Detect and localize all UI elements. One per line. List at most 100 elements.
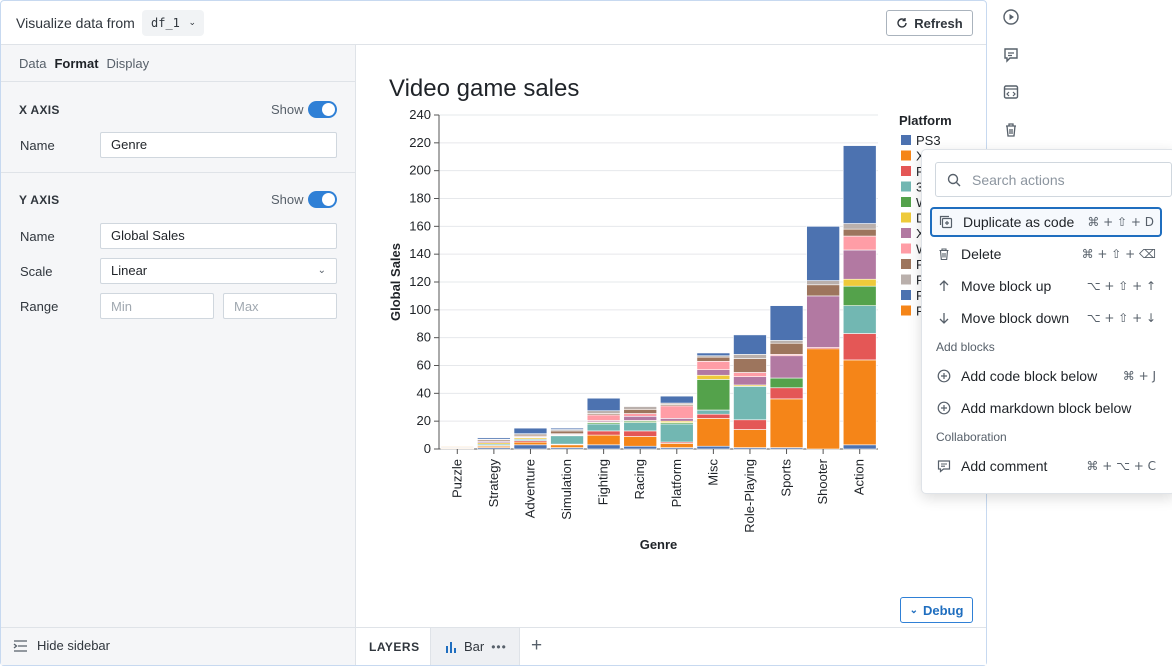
y-axis-show-toggle[interactable] bbox=[308, 191, 337, 208]
legend-swatch bbox=[901, 305, 911, 316]
collapse-sidebar-icon bbox=[13, 639, 27, 652]
y-axis-name-label: Name bbox=[20, 229, 55, 244]
y-axis-section: Y AXIS Show Name Global Sales Scale Line… bbox=[1, 173, 355, 373]
legend-swatch bbox=[901, 274, 911, 285]
bar-segment bbox=[623, 422, 657, 432]
y-axis-name-input[interactable]: Global Sales bbox=[100, 223, 337, 249]
y-tick-label: 160 bbox=[409, 218, 431, 233]
bar-segment bbox=[733, 334, 767, 355]
bar-segment bbox=[660, 443, 694, 448]
range-min-input[interactable] bbox=[100, 293, 214, 319]
bar-segment bbox=[696, 352, 731, 357]
trash-icon bbox=[939, 248, 949, 261]
bar-segment bbox=[623, 409, 657, 414]
menu-move-block-up[interactable]: Move block up ⌥ + ⇧ + ↑ bbox=[930, 271, 1162, 301]
bar-segment bbox=[806, 226, 840, 281]
legend-label: P bbox=[916, 304, 925, 319]
legend-swatch bbox=[901, 197, 911, 207]
menu-add-comment[interactable]: Add comment ⌘ + ⌥ + C bbox=[930, 451, 1162, 481]
y-tick-label: 120 bbox=[409, 274, 431, 289]
bar-segment bbox=[806, 280, 840, 286]
bar-segment bbox=[733, 358, 767, 373]
bar-segment bbox=[842, 145, 877, 224]
refresh-button[interactable]: Refresh bbox=[886, 10, 973, 36]
bar-segment bbox=[623, 406, 657, 410]
bar-segment bbox=[733, 419, 767, 430]
legend-label: PS3 bbox=[916, 133, 941, 148]
legend-label: P bbox=[916, 257, 925, 272]
x-tick-label: Misc bbox=[705, 459, 720, 486]
search-actions-input[interactable]: Search actions bbox=[935, 162, 1172, 197]
add-layer-icon[interactable]: + bbox=[531, 635, 543, 656]
bar-segment bbox=[586, 410, 621, 414]
bar-segment bbox=[660, 405, 694, 419]
tab-format[interactable]: Format bbox=[54, 55, 99, 71]
bar-segment bbox=[477, 437, 511, 440]
menu-add-code-block[interactable]: Add code block below ⌘ + J bbox=[930, 361, 1162, 391]
menu-item-shortcut: ⌥ + ⇧ + ↑ bbox=[1086, 279, 1156, 293]
bar-segment bbox=[586, 430, 621, 436]
trash-icon[interactable] bbox=[1002, 121, 1020, 139]
bar-segment bbox=[842, 223, 877, 230]
y-axis-range-label: Range bbox=[20, 299, 59, 314]
bar-segment bbox=[769, 340, 804, 344]
menu-delete[interactable]: Delete ⌘ + ⇧ + ⌫ bbox=[930, 239, 1162, 269]
chevron-down-icon: ⌄ bbox=[909, 604, 918, 616]
x-axis-title: X AXIS bbox=[19, 103, 60, 117]
bar-segment bbox=[623, 415, 657, 421]
legend-title: Platform bbox=[899, 113, 952, 128]
x-axis-name-input[interactable]: Genre bbox=[100, 132, 337, 158]
bar-segment bbox=[769, 387, 804, 400]
menu-item-label: Duplicate as code bbox=[963, 214, 1075, 230]
x-tick-label: Adventure bbox=[522, 459, 537, 518]
tab-data[interactable]: Data bbox=[19, 55, 47, 71]
bar-segment bbox=[550, 435, 584, 445]
tab-display[interactable]: Display bbox=[106, 55, 150, 71]
bar-segment bbox=[842, 285, 877, 306]
code-block-icon[interactable] bbox=[1002, 83, 1020, 101]
plus-circle-icon bbox=[937, 369, 951, 383]
bar-segment bbox=[660, 395, 694, 404]
layer-tab-bar[interactable]: Bar ••• bbox=[430, 628, 520, 665]
bar-segment bbox=[660, 423, 694, 443]
menu-item-label: Move block down bbox=[961, 310, 1070, 326]
legend-label: X bbox=[916, 149, 925, 164]
bar-segment bbox=[806, 295, 840, 348]
bar-segment bbox=[733, 354, 767, 359]
y-tick-label: 20 bbox=[417, 413, 431, 428]
bar-segment bbox=[769, 398, 804, 448]
search-icon bbox=[947, 173, 961, 187]
legend-swatch bbox=[901, 243, 911, 254]
arrow-down-icon bbox=[939, 313, 949, 324]
bar-segment bbox=[586, 397, 621, 412]
hide-sidebar-label: Hide sidebar bbox=[37, 638, 110, 653]
bar-segment bbox=[842, 249, 877, 280]
legend-label: P bbox=[916, 273, 925, 288]
x-tick-label: Strategy bbox=[486, 459, 501, 508]
sidebar-tabs: Data Format Display bbox=[1, 45, 355, 82]
search-placeholder: Search actions bbox=[972, 172, 1065, 188]
layer-name: Bar bbox=[464, 639, 485, 654]
menu-add-markdown-block[interactable]: Add markdown block below bbox=[930, 393, 1162, 423]
y-tick-label: 220 bbox=[409, 135, 431, 150]
y-axis-scale-label: Scale bbox=[20, 264, 53, 279]
plus-circle-icon bbox=[937, 401, 951, 415]
menu-duplicate-as-code[interactable]: Duplicate as code ⌘ + ⇧ + D bbox=[930, 207, 1162, 237]
x-tick-label: Platform bbox=[669, 459, 684, 507]
y-axis-scale-select[interactable]: Linear ⌄ bbox=[100, 258, 337, 284]
menu-move-block-down[interactable]: Move block down ⌥ + ⇧ + ↓ bbox=[930, 303, 1162, 333]
format-sidebar: Data Format Display X AXIS Show Name Gen… bbox=[1, 45, 356, 627]
x-axis-show-toggle[interactable] bbox=[308, 101, 337, 118]
chevron-down-icon: ⌄ bbox=[317, 265, 326, 276]
debug-button[interactable]: ⌄ Debug bbox=[900, 597, 973, 623]
comment-icon[interactable] bbox=[1002, 46, 1020, 64]
hide-sidebar-button[interactable]: Hide sidebar bbox=[13, 638, 110, 653]
range-max-input[interactable] bbox=[223, 293, 337, 319]
dataframe-select[interactable]: df_1 ⌄ bbox=[142, 10, 204, 36]
x-tick-label: Fighting bbox=[596, 459, 611, 505]
bar-segment bbox=[696, 409, 731, 415]
collaboration-heading: Collaboration bbox=[936, 430, 1007, 444]
more-options-icon[interactable]: ••• bbox=[491, 639, 507, 654]
y-axis-label: Global Sales bbox=[388, 243, 403, 321]
run-icon[interactable] bbox=[1002, 8, 1020, 26]
